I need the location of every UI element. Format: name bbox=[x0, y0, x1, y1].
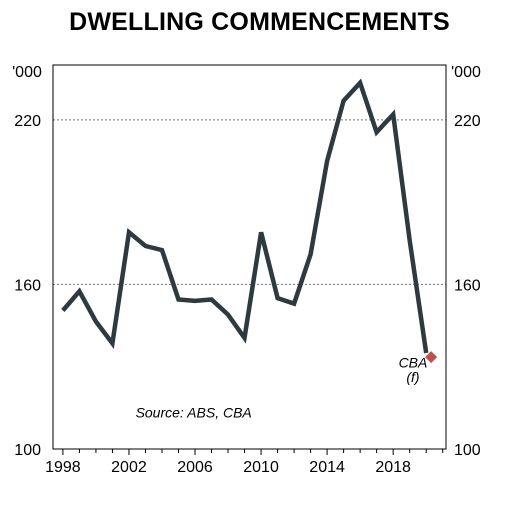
x-tick-label: 2002 bbox=[111, 459, 147, 476]
y-tick-label-left: 100 bbox=[14, 442, 41, 459]
grid-lines bbox=[53, 119, 446, 285]
forecast-point bbox=[425, 351, 438, 364]
right-unit-label: '000 bbox=[451, 64, 481, 81]
plot-frame bbox=[52, 64, 447, 450]
axis-labels: 100 100 160 160 220 220 1998 2002 2006 2010 2014 20… bbox=[14, 113, 481, 476]
chart-title: DWELLING COMMENCEMENTS bbox=[69, 8, 450, 36]
series-line bbox=[61, 78, 429, 354]
y-tick-label-right: 160 bbox=[454, 277, 481, 294]
axis-ticks bbox=[62, 449, 444, 455]
y-tick-label-right: 100 bbox=[454, 442, 481, 459]
x-tick-label: 2018 bbox=[375, 459, 411, 476]
series-layer bbox=[61, 78, 438, 364]
left-unit-label: '000 bbox=[12, 64, 42, 81]
x-tick-label: 1998 bbox=[45, 459, 81, 476]
annotation: Source: ABS, CBA bbox=[136, 404, 252, 420]
y-tick-label-right: 220 bbox=[454, 113, 481, 130]
y-tick-label-left: 160 bbox=[14, 277, 41, 294]
x-tick-label: 2010 bbox=[243, 459, 279, 476]
annotation: (f) bbox=[406, 369, 419, 385]
annotation: CBA bbox=[399, 355, 428, 371]
x-tick-label: 2006 bbox=[177, 459, 213, 476]
y-tick-label-left: 220 bbox=[14, 113, 41, 130]
x-tick-label: 2014 bbox=[309, 459, 345, 476]
